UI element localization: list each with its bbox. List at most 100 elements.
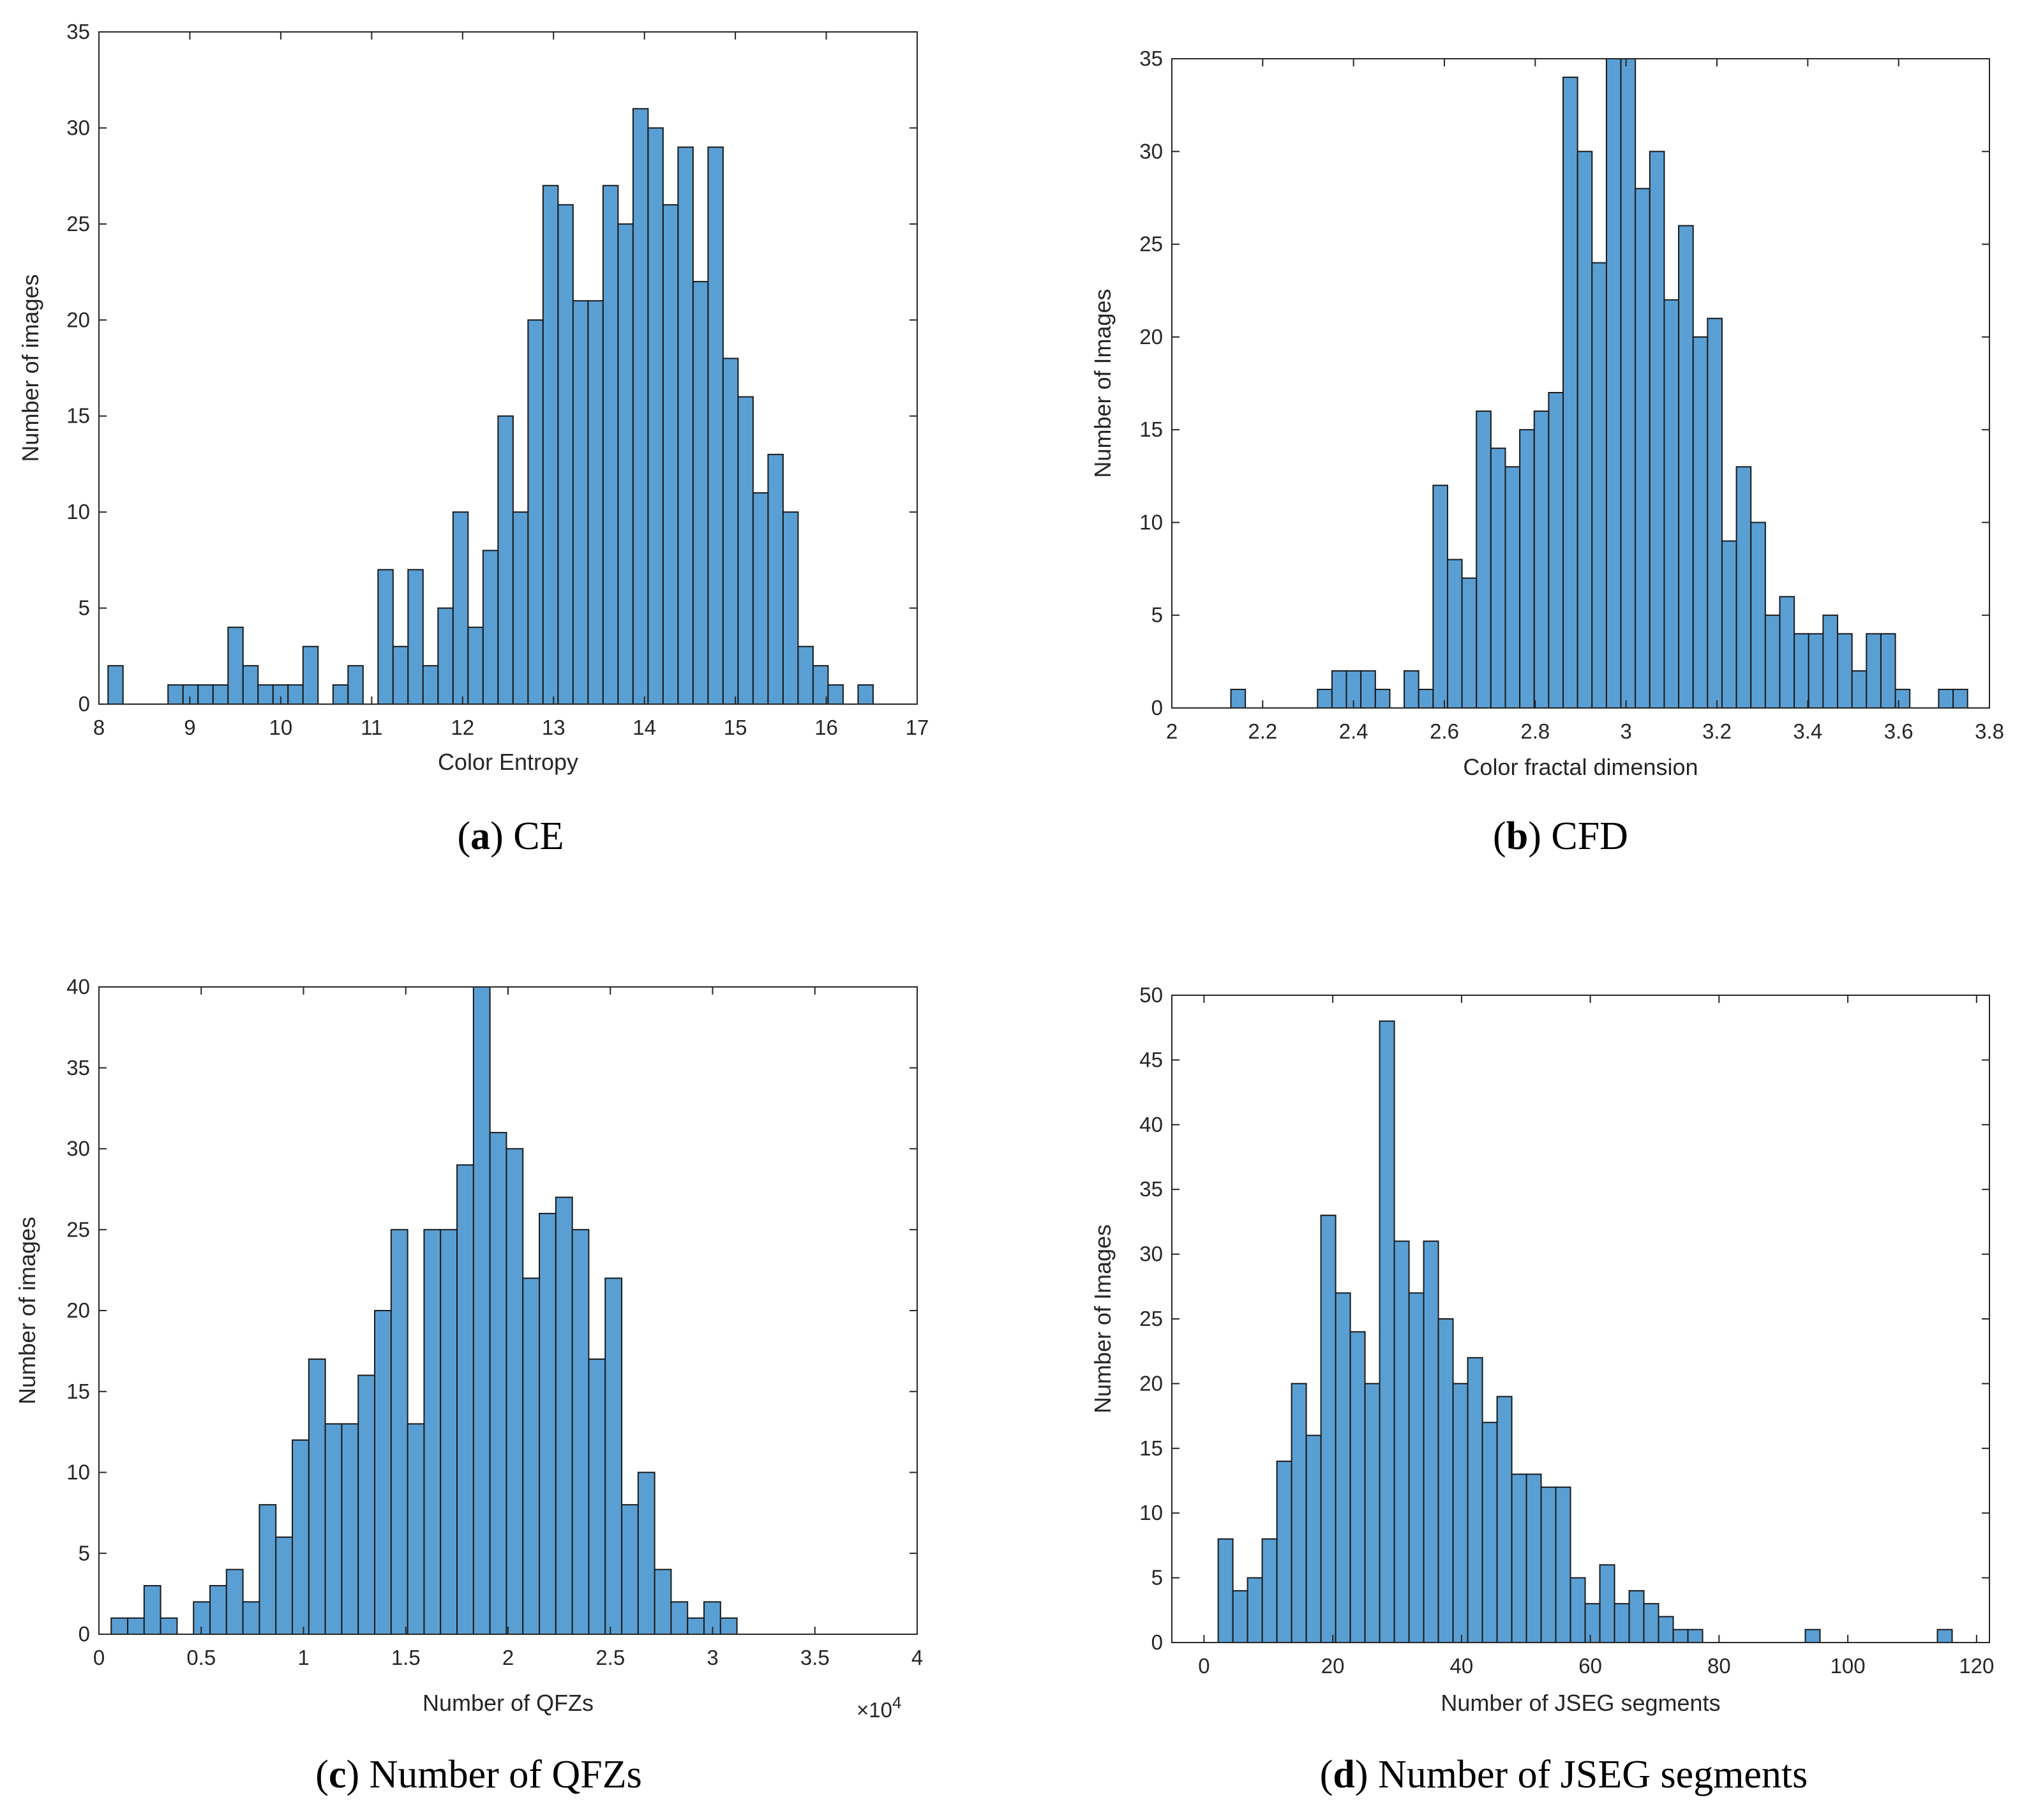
- x-tick-label: 0: [1198, 1654, 1209, 1678]
- histogram-bar: [587, 300, 604, 705]
- histogram-bar: [707, 146, 724, 705]
- histogram-bar: [167, 684, 184, 705]
- histogram-bar: [752, 492, 769, 705]
- histogram-bar: [1894, 688, 1911, 709]
- histogram-bar: [437, 607, 454, 705]
- x-axis-exponent: ×104: [857, 1693, 901, 1722]
- histogram-bar: [1305, 1434, 1322, 1644]
- y-tick-label: 25: [1139, 1307, 1163, 1330]
- histogram-bar: [542, 184, 559, 705]
- x-tick-label: 2.6: [1430, 719, 1459, 743]
- histogram-bar: [1614, 1603, 1630, 1643]
- chart-cfd: 2 2.2 2.4 2.6 2.8 3 3.2 3.4 3.6 3.8 0 5 10 15 20 25 30 35…: [1090, 47, 2004, 858]
- histogram-bar: [1721, 540, 1737, 709]
- histogram-bar: [1687, 1628, 1704, 1643]
- histogram-bar: [407, 569, 424, 705]
- x-tick-label: 9: [184, 716, 195, 739]
- x-tick-label: 13: [542, 716, 565, 739]
- y-tick-label: 30: [66, 116, 90, 139]
- histogram-bar: [571, 1229, 590, 1635]
- histogram-bar: [1519, 429, 1535, 709]
- x-tick-label: 8: [93, 716, 105, 739]
- histogram-bar: [647, 127, 664, 705]
- histogram-bar: [1393, 1240, 1410, 1643]
- histogram-bar: [212, 684, 229, 705]
- x-tick-label: 3.4: [1793, 719, 1822, 743]
- histogram-bar: [1649, 151, 1665, 709]
- x-tick-label: 80: [1707, 1654, 1731, 1678]
- histogram-bar: [275, 1536, 294, 1635]
- histogram-bar: [1822, 614, 1839, 709]
- histogram-bar: [857, 684, 874, 705]
- y-tick-label: 35: [66, 20, 90, 43]
- histogram-bar: [1247, 1577, 1263, 1644]
- histogram-bar: [347, 665, 364, 705]
- histogram-bar: [1764, 614, 1781, 709]
- histogram-bar: [1320, 1214, 1337, 1643]
- histogram-bar: [1232, 1590, 1248, 1643]
- histogram-bar: [1707, 317, 1723, 709]
- histogram-bar: [160, 1617, 178, 1635]
- x-tick-label: 16: [814, 716, 838, 739]
- x-tick-label: 11: [361, 716, 382, 739]
- histogram-bar: [1335, 1292, 1351, 1643]
- x-tick-label: 2.2: [1248, 719, 1277, 743]
- x-tick-label: 100: [1831, 1654, 1866, 1678]
- axes-box: [98, 31, 918, 705]
- histogram-bar: [1540, 1486, 1557, 1643]
- histogram-bar: [1217, 1538, 1234, 1644]
- histogram-bar: [572, 300, 589, 705]
- histogram-bar: [722, 357, 739, 705]
- histogram-bar: [1569, 1577, 1586, 1644]
- x-tick-label: 3.8: [1975, 719, 2004, 743]
- y-tick-label: 10: [1139, 1501, 1163, 1524]
- histogram-bar: [1678, 225, 1694, 709]
- y-tick-label: 15: [66, 404, 90, 428]
- histogram-bar: [110, 1617, 129, 1635]
- histogram-bar: [209, 1584, 227, 1635]
- x-tick-label: 40: [1450, 1654, 1474, 1678]
- y-axis-label: Number of Images: [1090, 289, 1116, 478]
- histogram-bar: [621, 1504, 639, 1635]
- subfigure-caption: (c) Number of QFZs: [315, 1753, 641, 1796]
- histogram-bar: [472, 986, 491, 1635]
- histogram-bar: [423, 1229, 442, 1635]
- histogram-bar: [257, 684, 274, 705]
- histogram-bar: [324, 1423, 343, 1635]
- histogram-bar: [670, 1601, 689, 1636]
- x-tick-label: 2.5: [595, 1646, 625, 1669]
- histogram-bar: [456, 1164, 474, 1635]
- y-tick-label: 15: [66, 1380, 90, 1403]
- y-tick-label: 0: [1151, 1630, 1163, 1654]
- histogram-bar: [197, 684, 214, 705]
- x-tick-label: 3.2: [1702, 719, 1732, 743]
- histogram-bar: [1476, 410, 1492, 709]
- histogram-bar: [1481, 1422, 1498, 1643]
- x-tick-label: 2.4: [1339, 719, 1368, 743]
- histogram-bar: [604, 1277, 623, 1636]
- y-tick-label: 10: [1139, 510, 1163, 534]
- x-tick-label: 3.5: [800, 1646, 830, 1669]
- x-tick-label: 60: [1578, 1654, 1602, 1678]
- histogram-bar: [1605, 58, 1622, 709]
- histogram-bar: [392, 645, 409, 705]
- y-tick-label: 30: [1139, 139, 1163, 163]
- histogram-bar: [1364, 1383, 1381, 1643]
- histogram-bar: [1404, 670, 1419, 709]
- histogram-bar: [782, 511, 799, 705]
- y-tick-label: 5: [1151, 603, 1163, 627]
- y-axis-label: Number of images: [14, 1217, 40, 1404]
- histogram-bar: [1379, 1020, 1395, 1644]
- x-tick-label: 0: [93, 1646, 105, 1669]
- histogram-bar: [242, 1601, 260, 1636]
- x-axis-label: Number of JSEG segments: [1441, 1690, 1720, 1716]
- y-tick-label: 35: [1139, 1177, 1163, 1201]
- axes-box: [1171, 58, 1990, 709]
- x-tick-label: 2: [502, 1646, 514, 1669]
- histogram-bar: [1808, 633, 1824, 709]
- histogram-bar: [557, 204, 574, 705]
- x-tick-label: 14: [633, 716, 656, 739]
- histogram-bar: [1794, 633, 1809, 709]
- x-tick-label: 12: [451, 716, 474, 739]
